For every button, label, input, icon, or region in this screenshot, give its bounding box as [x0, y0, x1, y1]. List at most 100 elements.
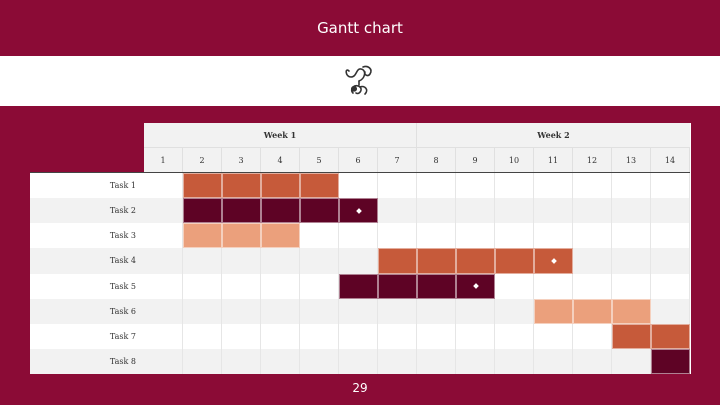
grid-cell [417, 298, 456, 324]
grid-cell [261, 323, 300, 349]
grid-cell [339, 298, 378, 324]
grid-cell [573, 223, 612, 249]
grid-cell [261, 298, 300, 324]
task-row [30, 248, 690, 274]
task-bar-segment [222, 223, 261, 249]
grid-cell [573, 348, 612, 374]
task-bar-segment [261, 173, 300, 199]
grid-cell [300, 248, 339, 274]
day-header: 7 [378, 148, 417, 173]
grid-cell [534, 273, 573, 299]
grid-cell [144, 248, 183, 274]
task-bar-segment [261, 198, 300, 224]
grid-cell [417, 348, 456, 374]
grid-cell [456, 198, 495, 224]
grid-cell [144, 298, 183, 324]
task-row [30, 348, 690, 374]
task-label: Task 7 [109, 331, 136, 341]
task-row [30, 323, 690, 349]
grid-cell [573, 323, 612, 349]
grid-cell [534, 323, 573, 349]
task-label: Task 4 [109, 256, 136, 266]
grid-cell [300, 323, 339, 349]
decorative-ornament-icon [345, 65, 372, 95]
task-bar-segment [573, 298, 612, 324]
task-label: Task 2 [109, 206, 136, 216]
grid-cell [456, 323, 495, 349]
grid-cell [183, 273, 222, 299]
grid-cell [183, 298, 222, 324]
grid-cell [495, 173, 534, 199]
task-bar-segment [417, 248, 456, 274]
task-bar-segment [183, 223, 222, 249]
task-bar-segment [261, 223, 300, 249]
grid-cell [261, 248, 300, 274]
grid-cell [144, 173, 183, 199]
task-label: Task 5 [109, 281, 136, 291]
task-bar-segment [534, 298, 573, 324]
grid-cell [495, 348, 534, 374]
grid-cell [339, 223, 378, 249]
grid-cell [495, 273, 534, 299]
grid-cell [222, 248, 261, 274]
grid-cell [456, 298, 495, 324]
grid-cell [378, 298, 417, 324]
grid-cell [417, 323, 456, 349]
grid-cell [651, 248, 690, 274]
grid-cell [573, 198, 612, 224]
grid-cell [378, 198, 417, 224]
grid-cell [651, 198, 690, 224]
day-header: 8 [417, 148, 456, 173]
day-header: 10 [495, 148, 534, 173]
grid-cell [222, 273, 261, 299]
task-label: Task 8 [109, 356, 136, 366]
task-bar-segment [651, 348, 690, 374]
grid-cell [339, 323, 378, 349]
grid-cell [573, 273, 612, 299]
page-number: 29 [352, 381, 368, 395]
slide-title: Gantt chart [317, 19, 403, 37]
grid-cell [456, 223, 495, 249]
grid-cell [651, 173, 690, 199]
grid-cell [300, 223, 339, 249]
week-header: Week 2 [417, 123, 690, 148]
grid-cell [378, 173, 417, 199]
day-header: 9 [456, 148, 495, 173]
grid-cell [144, 273, 183, 299]
grid-cell [339, 348, 378, 374]
task-bar-segment [183, 173, 222, 199]
task-bar-segment [339, 273, 378, 299]
task-bar-segment [300, 198, 339, 224]
grid-cell [651, 273, 690, 299]
grid-cell [144, 348, 183, 374]
grid-cell [456, 348, 495, 374]
grid-cell [222, 323, 261, 349]
day-header: 2 [183, 148, 222, 173]
grid-cell [456, 173, 495, 199]
task-bar-segment [378, 248, 417, 274]
task-bar-segment [417, 273, 456, 299]
day-header: 11 [534, 148, 573, 173]
grid-cell [378, 223, 417, 249]
day-header: 13 [612, 148, 651, 173]
task-bar-segment [612, 298, 651, 324]
ornament-band [0, 56, 720, 106]
grid-cell [534, 223, 573, 249]
grid-cell [222, 298, 261, 324]
task-bar-segment [222, 198, 261, 224]
day-header: 1 [144, 148, 183, 173]
grid-cell [573, 248, 612, 274]
grid-cell [612, 348, 651, 374]
grid-cell [261, 348, 300, 374]
task-bar-segment [222, 173, 261, 199]
task-bar-segment [612, 323, 651, 349]
task-bar-segment [456, 248, 495, 274]
header-background [144, 123, 690, 173]
task-label: Task 3 [109, 231, 136, 241]
grid-cell [495, 323, 534, 349]
day-header: 6 [339, 148, 378, 173]
grid-cell [300, 298, 339, 324]
gantt-chart: Week 1 Week 2 1 2 3 4 5 6 7 8 9 10 11 12 13 14 Task 1 Tas… [30, 123, 691, 374]
grid-cell [144, 223, 183, 249]
grid-cell [378, 323, 417, 349]
